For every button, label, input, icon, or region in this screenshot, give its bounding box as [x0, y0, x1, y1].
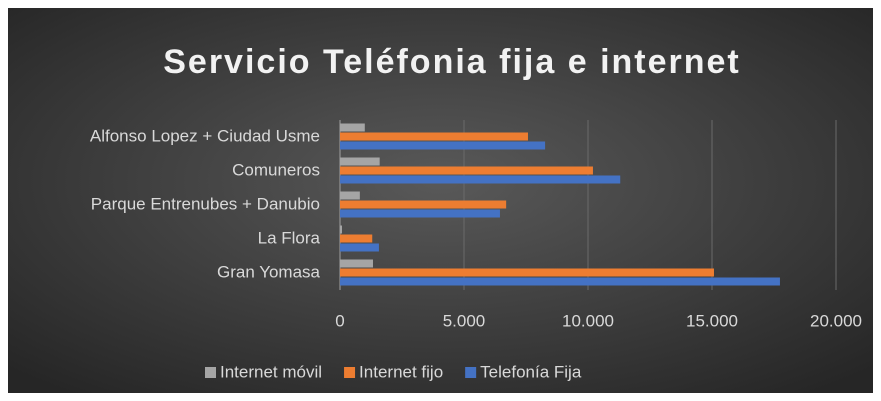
- bar: [340, 123, 365, 132]
- bar: [340, 200, 507, 209]
- bar: [340, 277, 780, 286]
- y-tick-label: Parque Entrenubes + Danubio: [91, 194, 320, 213]
- x-tick-label: 0: [335, 311, 344, 330]
- bar: [340, 132, 528, 141]
- y-tick-label: Alfonso Lopez + Ciudad Usme: [90, 126, 320, 145]
- bar: [340, 268, 714, 277]
- legend-swatch: [344, 367, 356, 378]
- bar: [340, 234, 373, 243]
- bar: [340, 209, 500, 218]
- bar: [340, 157, 380, 166]
- y-tick-label: La Flora: [258, 228, 321, 247]
- legend-label: Telefonía Fija: [480, 362, 582, 381]
- x-tick-label: 20.000: [810, 311, 862, 330]
- bar: [340, 166, 593, 175]
- bar: [340, 175, 621, 184]
- y-tick-label: Gran Yomasa: [217, 262, 321, 281]
- bar: [340, 141, 546, 150]
- chart-title: Servicio Teléfonia fija e internet: [163, 43, 741, 81]
- bar: [340, 225, 342, 234]
- bar: [340, 191, 360, 200]
- y-tick-label: Comuneros: [232, 160, 320, 179]
- x-tick-label: 15.000: [686, 311, 738, 330]
- bar: [340, 243, 379, 252]
- bar: [340, 259, 373, 268]
- x-tick-label: 10.000: [562, 311, 614, 330]
- x-tick-label: 5.000: [443, 311, 486, 330]
- legend-swatch: [465, 367, 477, 378]
- legend-label: Internet fijo: [359, 362, 443, 381]
- legend-label: Internet móvil: [220, 362, 322, 381]
- legend-swatch: [205, 367, 216, 378]
